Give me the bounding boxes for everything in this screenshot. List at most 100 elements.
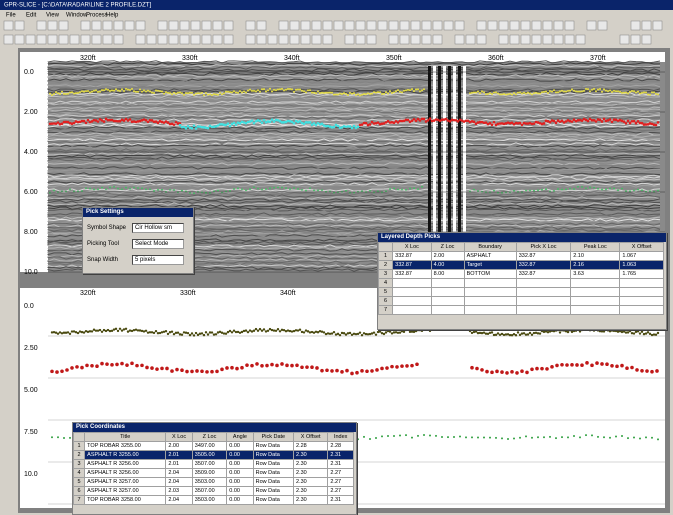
toolbar-button[interactable]: [465, 34, 476, 45]
toolbar-button[interactable]: [432, 34, 443, 45]
row[interactable]: 5: [378, 287, 664, 297]
toolbar-button[interactable]: [344, 34, 355, 45]
toolbar-button[interactable]: [25, 34, 36, 45]
row[interactable]: 3 332.87 8.00 BOTTOM 332.87 3.63 1.765: [378, 269, 664, 279]
toolbar-button[interactable]: [509, 20, 520, 31]
toolbar-button[interactable]: [256, 20, 267, 31]
toolbar-button[interactable]: [289, 34, 300, 45]
field-value[interactable]: Select Mode: [132, 239, 184, 249]
toolbar-button[interactable]: [135, 34, 146, 45]
toolbar-button[interactable]: [454, 20, 465, 31]
toolbar-button[interactable]: [157, 20, 168, 31]
toolbar-button[interactable]: [355, 20, 366, 31]
toolbar-button[interactable]: [212, 20, 223, 31]
toolbar-button[interactable]: [531, 34, 542, 45]
toolbar-button[interactable]: [278, 20, 289, 31]
toolbar-button[interactable]: [454, 34, 465, 45]
toolbar-button[interactable]: [80, 34, 91, 45]
toolbar-button[interactable]: [223, 20, 234, 31]
toolbar-button[interactable]: [487, 20, 498, 31]
toolbar-button[interactable]: [245, 20, 256, 31]
toolbar-button[interactable]: [366, 34, 377, 45]
toolbar-button[interactable]: [641, 34, 652, 45]
toolbar-button[interactable]: [575, 34, 586, 45]
toolbar-button[interactable]: [190, 34, 201, 45]
toolbar-button[interactable]: [36, 20, 47, 31]
toolbar-button[interactable]: [3, 34, 14, 45]
menu-item[interactable]: Window: [66, 13, 88, 19]
row[interactable]: 6: [378, 296, 664, 306]
menu-item[interactable]: View: [46, 13, 60, 19]
toolbar-button[interactable]: [553, 20, 564, 31]
toolbar-button[interactable]: [3, 20, 14, 31]
toolbar-button[interactable]: [421, 34, 432, 45]
row[interactable]: 1 332.87 2.00 ASPHALT 332.87 2.10 1.067: [378, 251, 664, 261]
toolbar-button[interactable]: [190, 20, 201, 31]
toolbar-button[interactable]: [597, 20, 608, 31]
row[interactable]: 7 TOP ROBAR 3258.00 2.04 3503.00 0.00 Row Dat…: [73, 495, 354, 505]
toolbar-button[interactable]: [520, 34, 531, 45]
toolbar-button[interactable]: [586, 20, 597, 31]
toolbar-button[interactable]: [509, 34, 520, 45]
toolbar-button[interactable]: [443, 20, 454, 31]
toolbar-button[interactable]: [366, 20, 377, 31]
toolbar-button[interactable]: [311, 34, 322, 45]
toolbar-button[interactable]: [201, 34, 212, 45]
toolbar-button[interactable]: [553, 34, 564, 45]
toolbar-button[interactable]: [223, 34, 234, 45]
menu-item[interactable]: Edit: [26, 13, 37, 19]
field-value[interactable]: Cir Hollow sm: [132, 223, 184, 233]
toolbar-button[interactable]: [344, 20, 355, 31]
toolbar-button[interactable]: [630, 20, 641, 31]
row[interactable]: 1 TOP ROBAR 3255.00 2.00 3497.00 0.00 Row Dat…: [73, 441, 354, 451]
row[interactable]: 2 332.87 4.00 Target 332.87 2.16 1.063: [378, 260, 664, 270]
toolbar-button[interactable]: [564, 34, 575, 45]
toolbar-button[interactable]: [47, 20, 58, 31]
toolbar-button[interactable]: [531, 20, 542, 31]
toolbar-button[interactable]: [80, 20, 91, 31]
toolbar-button[interactable]: [289, 20, 300, 31]
menu-item[interactable]: File: [6, 13, 16, 19]
toolbar-button[interactable]: [146, 34, 157, 45]
toolbar-button[interactable]: [432, 20, 443, 31]
menu-item[interactable]: Process: [86, 13, 108, 19]
toolbar-button[interactable]: [498, 20, 509, 31]
toolbar-button[interactable]: [212, 34, 223, 45]
toolbar-button[interactable]: [168, 34, 179, 45]
toolbar-button[interactable]: [179, 34, 190, 45]
row[interactable]: 4: [378, 278, 664, 288]
toolbar-button[interactable]: [91, 34, 102, 45]
toolbar-button[interactable]: [245, 34, 256, 45]
toolbar-button[interactable]: [564, 20, 575, 31]
toolbar-button[interactable]: [256, 34, 267, 45]
toolbar-button[interactable]: [476, 34, 487, 45]
toolbar-button[interactable]: [355, 34, 366, 45]
row[interactable]: 7: [378, 305, 664, 315]
toolbar-button[interactable]: [91, 20, 102, 31]
toolbar-button[interactable]: [201, 20, 212, 31]
toolbar-button[interactable]: [300, 20, 311, 31]
toolbar-button[interactable]: [14, 34, 25, 45]
toolbar-button[interactable]: [322, 34, 333, 45]
toolbar-button[interactable]: [388, 20, 399, 31]
toolbar-button[interactable]: [652, 20, 663, 31]
toolbar-button[interactable]: [135, 20, 146, 31]
toolbar-button[interactable]: [498, 34, 509, 45]
toolbar-button[interactable]: [267, 34, 278, 45]
row[interactable]: 6 ASPHALT R 3257.00 2.03 3507.00 0.00 Row Dat…: [73, 486, 354, 496]
toolbar-button[interactable]: [14, 20, 25, 31]
row[interactable]: 5 ASPHALT R 3257.00 2.04 3503.00 0.00 Row Dat…: [73, 477, 354, 487]
toolbar-button[interactable]: [157, 34, 168, 45]
toolbar-button[interactable]: [278, 34, 289, 45]
toolbar-button[interactable]: [388, 34, 399, 45]
toolbar-button[interactable]: [47, 34, 58, 45]
toolbar-button[interactable]: [410, 20, 421, 31]
toolbar-button[interactable]: [311, 20, 322, 31]
toolbar-button[interactable]: [619, 34, 630, 45]
toolbar-button[interactable]: [58, 34, 69, 45]
toolbar-button[interactable]: [102, 34, 113, 45]
toolbar-button[interactable]: [58, 20, 69, 31]
toolbar-button[interactable]: [399, 20, 410, 31]
toolbar-button[interactable]: [102, 20, 113, 31]
row[interactable]: 4 ASPHALT R 3256.00 2.04 3509.00 0.00 Row Dat…: [73, 468, 354, 478]
